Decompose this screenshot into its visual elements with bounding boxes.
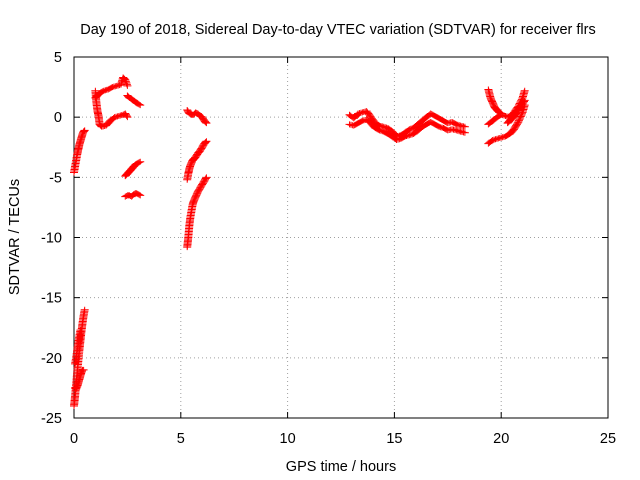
data-point: [76, 327, 85, 334]
data-point: [514, 117, 523, 124]
x-tick-label: 25: [600, 431, 616, 447]
series-arc-i: [121, 189, 145, 200]
data-point: [515, 116, 524, 123]
axis-ticks: 0 5 10 15 20 25 -25 -20 -15 -10 -5 0 5: [41, 50, 616, 447]
data-points: [70, 74, 529, 409]
x-axis-label: GPS time / hours: [286, 459, 396, 475]
series-arc-h: [121, 158, 145, 180]
series-arc-j: [183, 174, 211, 251]
data-point: [201, 139, 210, 146]
series-arc-r: [503, 97, 529, 127]
series-arc-p: [484, 102, 529, 147]
data-point: [514, 118, 523, 125]
x-tick-label: 15: [386, 431, 402, 447]
data-point: [122, 112, 131, 119]
data-point: [79, 366, 88, 373]
data-point: [519, 98, 528, 105]
series-arc-a: [70, 127, 89, 176]
series-arc-c: [71, 366, 88, 393]
data-point: [80, 128, 89, 135]
data-point: [513, 120, 522, 127]
y-axis-label: SDTVAR / TECUs: [7, 179, 23, 295]
data-point: [79, 128, 88, 135]
data-point: [201, 119, 210, 126]
data-point: [516, 113, 525, 120]
data-point: [460, 123, 469, 130]
data-point: [136, 192, 145, 199]
data-point: [136, 158, 145, 165]
series-arc-n: [345, 116, 469, 144]
data-point: [80, 306, 89, 313]
data-point: [202, 138, 211, 145]
x-tick-label: 10: [280, 431, 296, 447]
series-arc-d: [71, 327, 85, 367]
y-tick-label: -10: [41, 231, 62, 247]
series-arc-g: [123, 92, 145, 109]
y-tick-label: 5: [54, 50, 62, 66]
data-point: [202, 120, 211, 127]
series-arc-q: [484, 87, 529, 128]
y-tick-label: -20: [41, 351, 62, 367]
data-point: [135, 191, 144, 198]
data-point: [520, 97, 529, 104]
data-point: [80, 127, 89, 134]
data-point: [460, 129, 469, 136]
data-point: [135, 159, 144, 166]
y-tick-label: -25: [41, 411, 62, 427]
data-point: [520, 87, 529, 94]
data-point: [78, 368, 87, 375]
y-tick-label: -15: [41, 291, 62, 307]
series-arc-l: [183, 106, 211, 127]
chart-title: Day 190 of 2018, Sidereal Day-to-day VTE…: [80, 22, 595, 38]
x-tick-label: 0: [70, 431, 78, 447]
data-point: [134, 159, 143, 166]
data-point: [516, 114, 525, 121]
data-point: [136, 102, 145, 109]
series-arc-f: [91, 87, 132, 130]
data-point: [201, 175, 210, 182]
data-point: [202, 174, 211, 181]
series-arc-k: [183, 138, 211, 183]
data-point: [134, 191, 143, 198]
data-point: [123, 114, 132, 121]
x-tick-label: 20: [493, 431, 509, 447]
y-tick-label: 0: [54, 110, 62, 126]
data-point: [134, 100, 143, 107]
x-tick-label: 5: [177, 431, 185, 447]
data-point: [123, 82, 132, 89]
data-point: [135, 101, 144, 108]
y-tick-label: -5: [49, 170, 62, 186]
series-arc-o: [484, 86, 506, 117]
